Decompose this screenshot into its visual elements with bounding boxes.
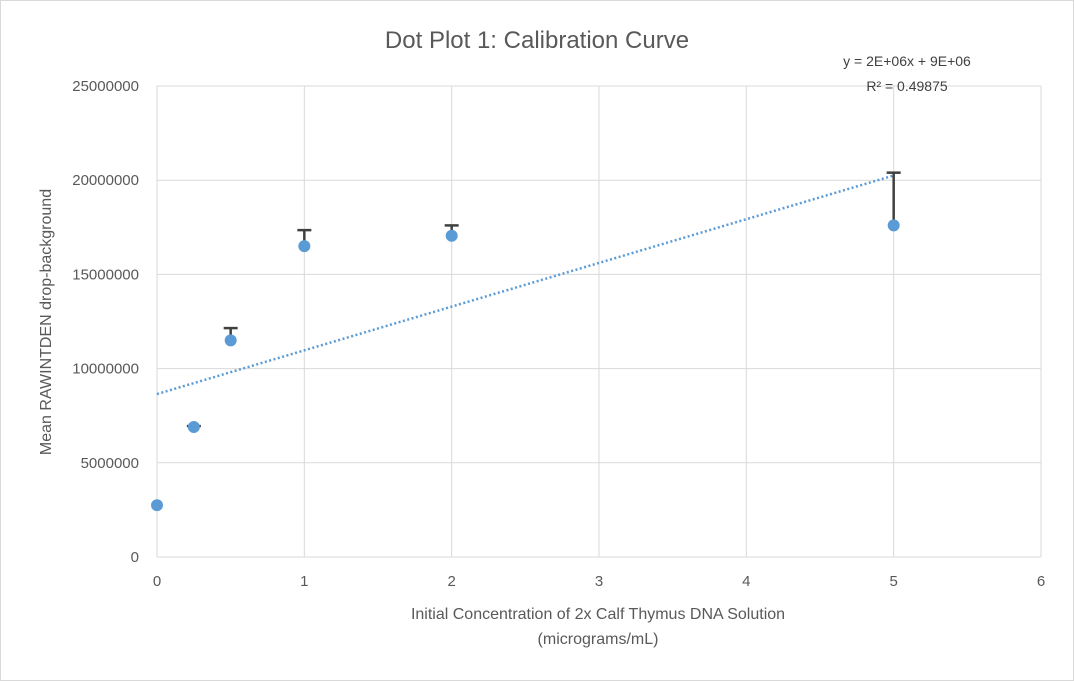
y-tick-label: 5000000 [81,455,139,472]
x-tick-label: 3 [595,573,603,590]
trendline [156,174,895,396]
gridlines [156,85,1042,558]
y-tick-label: 0 [131,549,139,566]
x-tick-label: 1 [300,573,308,590]
data-point [298,240,311,253]
x-tick-label: 5 [889,573,897,590]
error-bars [186,171,901,428]
x-tick-label: 6 [1037,573,1045,590]
data-points [151,219,900,512]
x-tick-label: 4 [742,573,750,590]
y-tick-label: 25000000 [72,78,139,95]
data-point [224,334,237,347]
y-tick-labels: 0 5000000 10000000 15000000 20000000 25000000 [72,78,139,566]
y-tick-label: 15000000 [72,266,139,283]
x-tick-label: 0 [153,573,161,590]
y-tick-label: 10000000 [72,361,139,378]
trendline-equation: y = 2E+06x + 9E+06 [843,53,971,69]
trendline-r-squared: R² = 0.49875 [866,78,948,94]
y-tick-label: 20000000 [72,172,139,189]
data-point [887,219,900,232]
data-point [187,421,200,434]
y-axis-title: Mean RAWINTDEN drop-background [38,189,55,455]
chart-title: Dot Plot 1: Calibration Curve [385,27,689,54]
data-point [445,229,458,242]
x-axis-title-line-1: Initial Concentration of 2x Calf Thymus … [411,606,785,623]
data-point [151,499,163,512]
x-tick-labels: 0 1 2 3 4 5 6 [153,573,1045,590]
x-tick-label: 2 [447,573,455,590]
x-axis-title-line-2: (micrograms/mL) [538,631,659,648]
